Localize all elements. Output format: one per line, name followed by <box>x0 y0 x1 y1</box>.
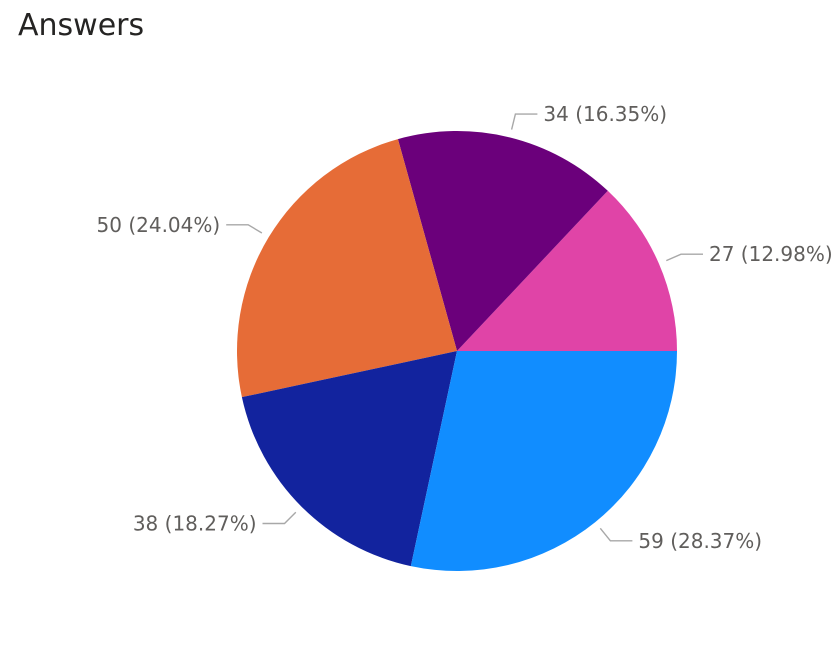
data-label-2: 50 (24.04%) <box>97 213 221 237</box>
chart-title: Answers <box>18 8 145 43</box>
leader-line-1 <box>510 113 538 130</box>
pie-slice-0[interactable] <box>457 190 677 351</box>
data-label-4: 59 (28.37%) <box>638 529 762 553</box>
leader-line-3 <box>262 511 297 525</box>
pie-slice-4[interactable] <box>410 351 677 571</box>
data-label-3: 38 (18.27%) <box>133 512 257 536</box>
leader-line-0 <box>666 253 703 262</box>
data-label-0: 27 (12.98%) <box>709 242 833 266</box>
pie-data-labels: 27 (12.98%) 34 (16.35%) 50 (24.04%) 38 (18.… <box>97 102 833 553</box>
pie-slice-2[interactable] <box>237 139 457 398</box>
pie-slice-1[interactable] <box>397 131 608 351</box>
leader-line-2 <box>226 224 263 234</box>
pie-slice-3[interactable] <box>241 351 457 567</box>
leader-line-4 <box>599 527 633 542</box>
data-label-1: 34 (16.35%) <box>543 102 667 126</box>
pie-slices <box>237 131 677 571</box>
